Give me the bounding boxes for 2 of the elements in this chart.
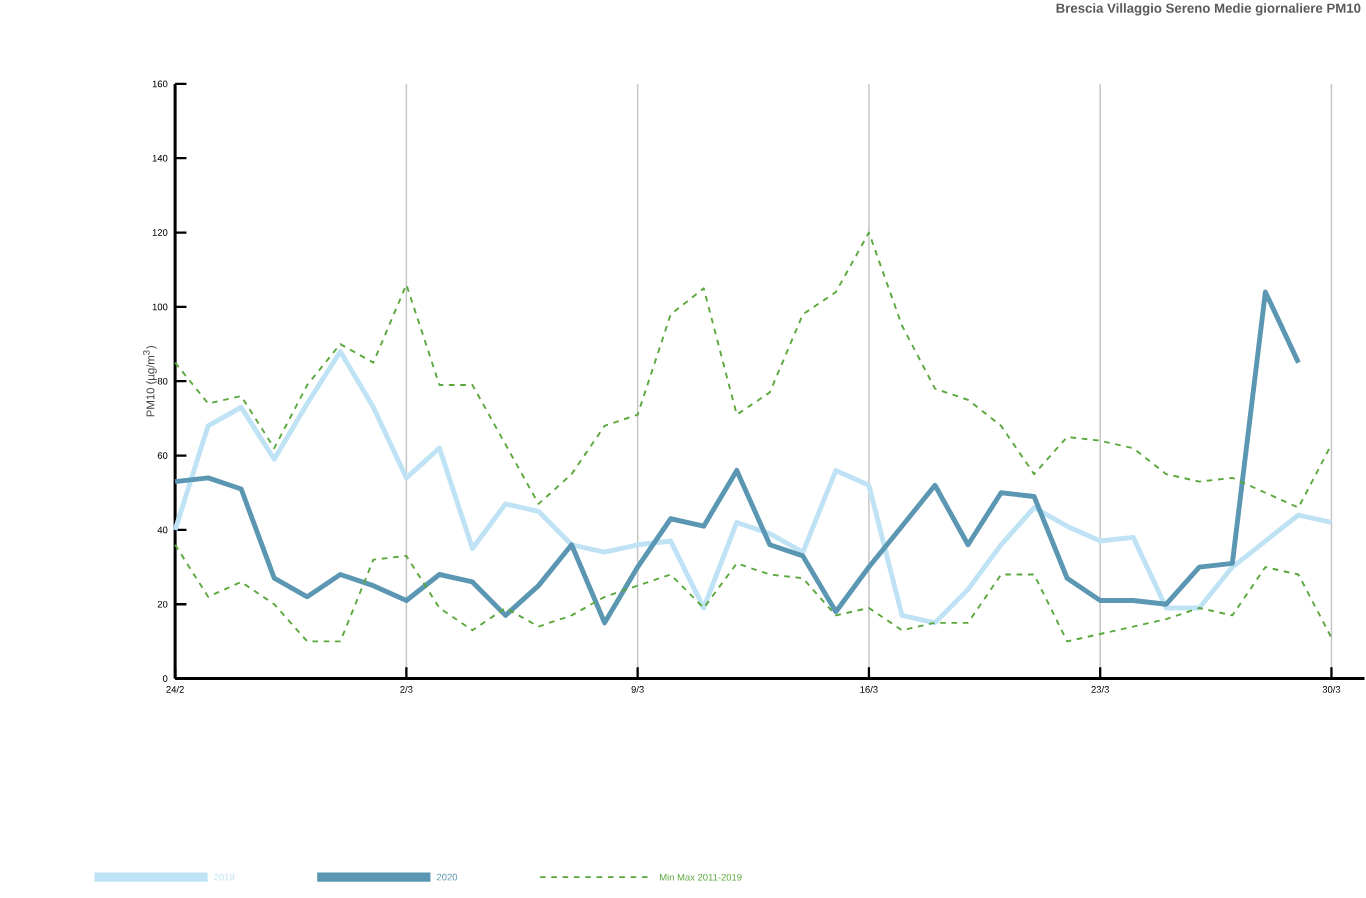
line-series [172, 349, 1334, 626]
line-series [172, 289, 1301, 626]
